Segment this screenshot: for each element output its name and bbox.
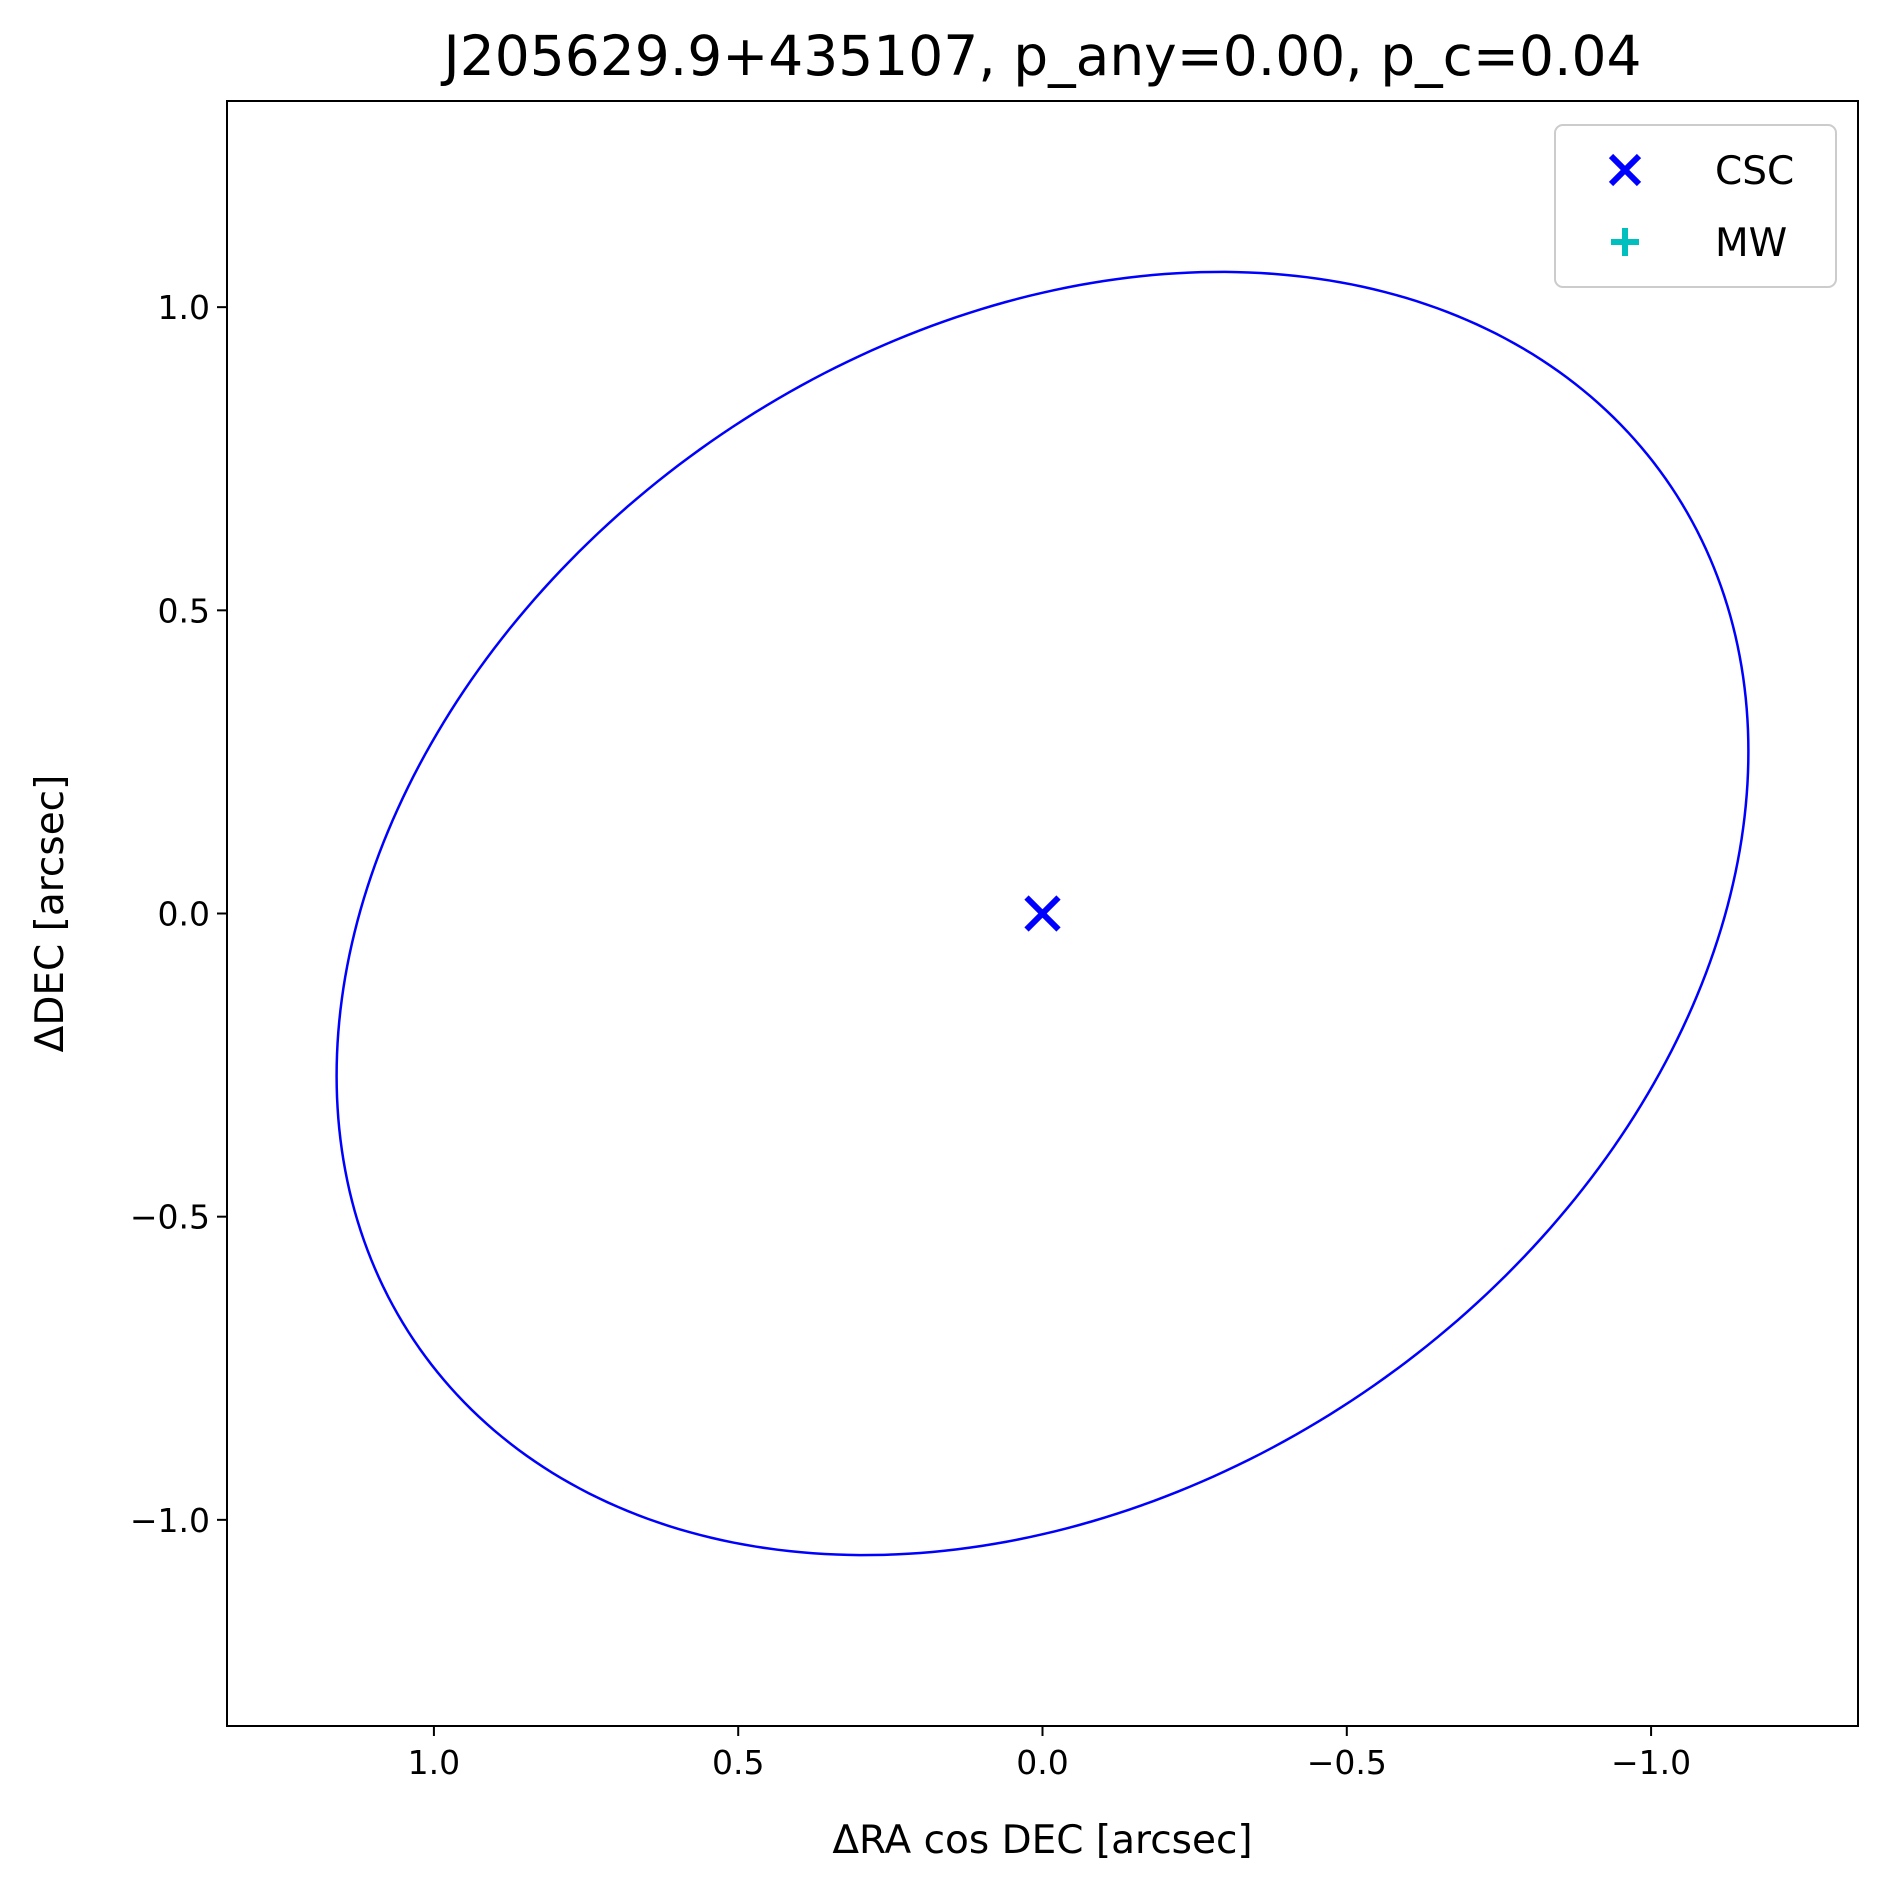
legend-marker-csc	[1608, 153, 1642, 187]
y-axis-label: ΔDEC [arcsec]	[28, 775, 73, 1053]
x-tick-label: 0.5	[712, 1743, 764, 1782]
y-tick-label: −1.0	[130, 1501, 210, 1540]
error-ellipse	[335, 270, 1750, 1557]
y-tick-label: 1.0	[158, 288, 210, 327]
chart-title: J205629.9+435107, p_any=0.00, p_c=0.04	[441, 24, 1642, 88]
x-tick-label: −0.5	[1307, 1743, 1387, 1782]
legend: CSC MW	[1554, 124, 1837, 288]
data-point-csc	[1024, 895, 1061, 932]
legend-label-csc: CSC	[1715, 149, 1794, 194]
x-axis-label: ΔRA cos DEC [arcsec]	[832, 1818, 1252, 1863]
plot-area	[335, 270, 1750, 1557]
x-tick-label: −1.0	[1611, 1743, 1691, 1782]
y-tick-label: −0.5	[130, 1198, 210, 1237]
legend-marker-mw	[1611, 228, 1639, 256]
x-tick-label: 1.0	[408, 1743, 460, 1782]
y-tick-label: 0.0	[158, 895, 210, 934]
legend-label-mw: MW	[1715, 221, 1787, 266]
x-axis: 1.0 0.5 0.0 −0.5 −1.0	[408, 1726, 1691, 1782]
y-tick-label: 0.5	[158, 591, 210, 630]
y-axis: 1.0 0.5 0.0 −0.5 −1.0	[130, 288, 227, 1540]
x-tick-label: 0.0	[1016, 1743, 1068, 1782]
